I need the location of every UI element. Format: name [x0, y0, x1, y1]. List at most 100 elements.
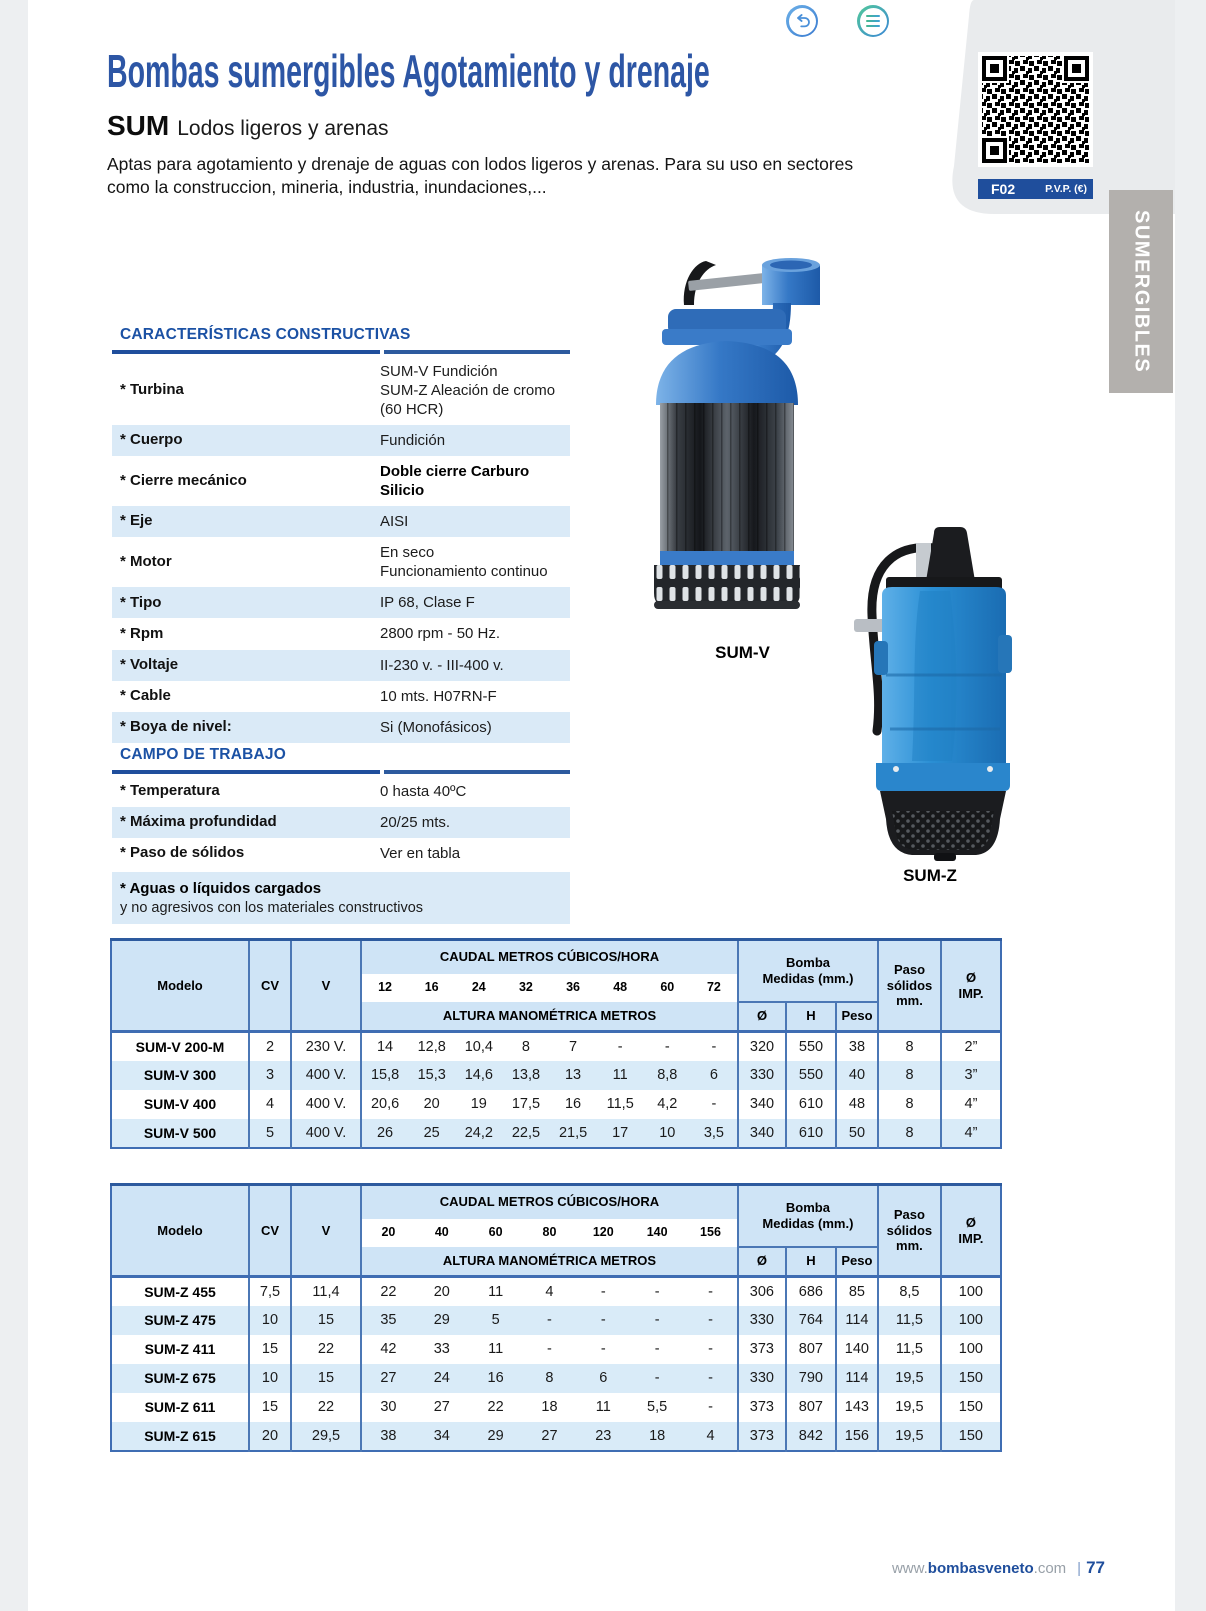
table-row: SUM-Z 675 10 15 27 24 16 8 6- -330 790 114 19,5 150 — [111, 1363, 1001, 1393]
col-header-paso-solidos: Paso sólidos mm. — [877, 1184, 942, 1277]
head-value-cell: 23 — [595, 1427, 612, 1444]
pump-image-sum-z — [854, 527, 1012, 861]
spec-value: En seco Funcionamiento continuo — [380, 544, 548, 581]
spec-row: * Temperatura 0 hasta 40ºC — [112, 776, 570, 807]
head-value-cell: 13,8 — [511, 1067, 541, 1083]
section-divider — [112, 770, 570, 774]
spec-value: 2800 rpm - 50 Hz. — [380, 625, 501, 643]
diameter-cell: 320 — [738, 1031, 787, 1061]
table-row: SUM-V 200-M 2 230 V. 14 12,8 10,4 8 7- - -320 550 3… — [111, 1031, 1001, 1061]
height-cell: 610 — [786, 1089, 837, 1119]
footer-url[interactable]: www.bombasveneto.com — [891, 1560, 1067, 1577]
spec-value: Doble cierre Carburo Silicio — [380, 463, 530, 500]
voltage-cell: 11,4 — [291, 1276, 362, 1306]
voltage-cell: 230 V. — [291, 1031, 362, 1061]
head-value-cell: 11 — [488, 1341, 504, 1357]
spec-row: * Motor En seco Funcionamiento continuo — [112, 537, 570, 587]
flow-value-header: 80 — [522, 1218, 577, 1247]
model-cell: SUM-V 500 — [111, 1118, 250, 1148]
impeller-cell: 150 — [958, 1427, 983, 1444]
spec-label: * Turbina — [120, 381, 184, 399]
table-row: SUM-Z 411 15 22 42 33 11- - - -373 807 140 11,5 100 — [111, 1334, 1001, 1364]
footer: www.bombasveneto.com | 77 — [892, 1558, 1105, 1578]
spec-label: * Temperatura — [120, 782, 220, 800]
table-row: SUM-V 500 5 400 V. 26 25 24,2 22,5 21,5 17 10 3,5 3… — [111, 1118, 1001, 1148]
impeller-cell: 2” — [964, 1038, 978, 1055]
model-cell: SUM-Z 675 — [111, 1363, 250, 1393]
spec-row: * Cierre mecánico Doble cierre Carburo Si… — [112, 456, 570, 506]
head-value-cell: 27 — [380, 1370, 397, 1386]
solids-pass-cell: 19,5 — [877, 1363, 942, 1393]
weight-cell: 40 — [836, 1060, 879, 1090]
spec-label: * Eje — [120, 512, 153, 530]
table-row: SUM-Z 455 7,5 11,4 22 20 11 4- - -306 686 85 8,5 100 — [111, 1276, 1001, 1306]
col-header-modelo: Modelo — [111, 1184, 250, 1277]
catalog-page: F02 P.V.P. (€) SUMERGIBLES Bombas sumerg… — [28, 0, 1175, 1611]
head-value-cell: 22 — [487, 1399, 504, 1415]
model-cell: SUM-Z 475 — [111, 1305, 250, 1335]
voltage-cell: 400 V. — [291, 1089, 362, 1119]
head-value-cell: 29 — [433, 1312, 450, 1328]
height-cell: 550 — [786, 1060, 837, 1090]
head-value-cell: 14 — [376, 1038, 394, 1055]
spec-row: * Cable 10 mts. H07RN-F — [112, 681, 570, 712]
flow-value-header: 120 — [576, 1218, 631, 1247]
spec-value: 0 hasta 40ºC — [380, 783, 467, 800]
spec-value: SUM-V Fundición SUM-Z Aleación de cromo (… — [380, 363, 556, 419]
work-field-list: * Temperatura 0 hasta 40ºC * Máxima profun… — [112, 776, 570, 869]
pump-image-sum-v — [654, 258, 820, 609]
description: Aptas para agotamiento y drenaje de agua… — [107, 154, 854, 198]
model-cell: SUM-Z 411 — [111, 1334, 250, 1364]
section-campo-de-trabajo: CAMPO DE TRABAJO * Temperatura 0 hasta 40… — [112, 746, 570, 925]
table-sum-z: Modelo CV V CAUDAL METROS CÚBICOS/HORA Bomba… — [110, 1183, 1002, 1452]
head-value-cell: 26 — [376, 1124, 394, 1141]
height-cell: 764 — [785, 1305, 837, 1335]
spec-label: * Tipo — [120, 593, 162, 611]
menu-button[interactable] — [857, 5, 889, 37]
height-cell: 842 — [785, 1421, 837, 1451]
col-header-altura: ALTURA MANOMÉTRICA METROS — [361, 1246, 739, 1277]
pump-label-sum-v: SUM-V — [715, 643, 770, 662]
col-header-v: V — [291, 1184, 362, 1277]
diameter-cell: 373 — [737, 1392, 787, 1422]
head-value-cell: 27 — [433, 1399, 450, 1415]
head-value-cell: 17,5 — [511, 1096, 541, 1112]
weight-cell: 38 — [836, 1031, 879, 1061]
spec-row: * Voltaje II-230 v. - III-400 v. — [112, 649, 570, 681]
col-header-bomba-medidas: Bomba Medidas (mm.) — [737, 1184, 879, 1248]
head-value-cell: 11 — [612, 1067, 628, 1083]
back-button[interactable] — [786, 5, 818, 37]
spec-label: * Cable — [120, 686, 171, 704]
model-cell: SUM-Z 615 — [111, 1421, 250, 1451]
weight-cell: 50 — [836, 1118, 879, 1148]
cv-cell: 2 — [249, 1031, 292, 1061]
diameter-cell: 373 — [737, 1421, 787, 1451]
flow-value-header: 48 — [596, 973, 644, 1002]
head-value-cell: 20 — [433, 1283, 450, 1300]
voltage-cell: 400 V. — [291, 1060, 362, 1090]
cv-cell: 10 — [249, 1363, 292, 1393]
pump-label-sum-z: SUM-Z — [903, 866, 957, 885]
spec-label: * Cierre mecánico — [120, 471, 247, 489]
col-header-imp: Ø IMP. — [940, 1184, 1001, 1277]
spec-row: * Eje AISI — [112, 506, 570, 538]
head-value-cell: 4,2 — [657, 1096, 678, 1112]
subheader-row: ALTURA MANOMÉTRICA METROS Ø H Peso — [111, 1246, 1001, 1277]
spec-row: * Paso de sólidos Ver en tabla — [112, 838, 570, 869]
side-tab-sumergibles[interactable]: SUMERGIBLES — [1109, 190, 1173, 393]
table-row: SUM-Z 615 20 29,5 38 34 29 27 23 18 4 373 842 156 19,… — [111, 1421, 1001, 1451]
head-value-cell: 42 — [380, 1341, 397, 1357]
voltage-cell: 15 — [291, 1363, 362, 1393]
height-cell: 610 — [786, 1118, 837, 1148]
head-value-cell: - — [600, 1312, 606, 1328]
col-header-cv: CV — [249, 1184, 292, 1277]
diameter-cell: 330 — [738, 1060, 787, 1090]
voltage-cell: 29,5 — [291, 1421, 362, 1451]
spec-value: II-230 v. - III-400 v. — [380, 656, 504, 674]
impeller-cell: 100 — [958, 1341, 983, 1357]
head-value-cell: 5,5 — [647, 1399, 668, 1415]
height-cell: 807 — [785, 1392, 837, 1422]
weight-cell: 156 — [835, 1421, 879, 1451]
spec-value: Ver en tabla — [380, 845, 461, 863]
head-value-cell: - — [684, 1305, 739, 1335]
